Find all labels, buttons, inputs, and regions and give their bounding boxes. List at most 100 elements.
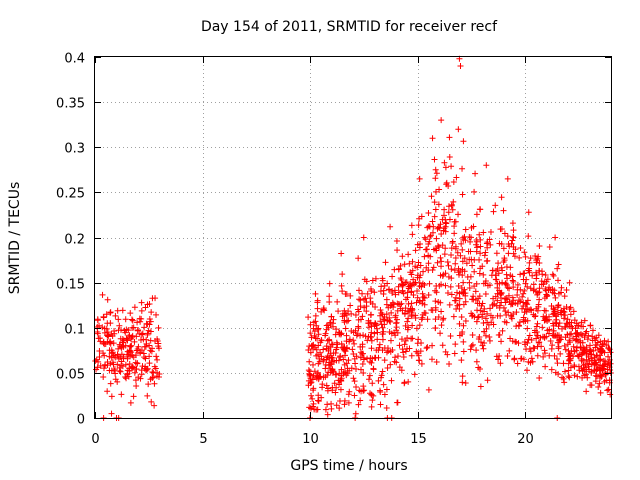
data-point — [506, 285, 513, 292]
data-point — [141, 324, 148, 331]
data-point — [94, 364, 101, 371]
data-point — [392, 354, 399, 361]
data-point — [338, 282, 345, 289]
data-point — [104, 296, 111, 303]
data-point — [134, 319, 141, 326]
data-point — [589, 327, 596, 334]
data-point — [388, 309, 395, 316]
data-point — [133, 347, 140, 354]
data-point — [477, 383, 484, 390]
data-point — [332, 389, 339, 396]
data-point — [529, 272, 536, 279]
data-point — [466, 279, 473, 286]
data-point — [581, 317, 588, 324]
data-point — [413, 325, 420, 332]
data-point — [346, 367, 353, 374]
data-point — [106, 347, 113, 354]
data-point — [476, 293, 483, 300]
data-point — [107, 320, 114, 327]
data-point — [352, 366, 359, 373]
data-point — [452, 260, 459, 267]
data-point — [326, 280, 333, 287]
data-point — [541, 347, 548, 354]
data-point — [371, 330, 378, 337]
data-point — [123, 326, 130, 333]
data-point — [307, 372, 314, 379]
data-point — [305, 314, 312, 321]
data-point — [492, 272, 499, 279]
data-point — [527, 285, 534, 292]
data-point — [359, 350, 366, 357]
data-point — [548, 366, 555, 373]
data-point — [416, 215, 423, 222]
data-point — [605, 353, 612, 360]
y-tick-label: 0.2 — [64, 233, 85, 248]
data-point — [417, 262, 424, 269]
data-point — [566, 374, 573, 381]
data-point — [553, 356, 560, 363]
data-point — [549, 271, 556, 278]
data-point — [453, 174, 460, 181]
data-point — [420, 268, 427, 275]
data-point — [107, 380, 114, 387]
data-point — [373, 347, 380, 354]
data-point — [480, 320, 487, 327]
data-point — [413, 299, 420, 306]
data-point — [461, 233, 468, 240]
data-point — [472, 170, 479, 177]
data-point — [379, 275, 386, 282]
data-point — [581, 346, 588, 353]
data-point — [481, 305, 488, 312]
data-point — [100, 340, 107, 347]
data-point — [523, 300, 530, 307]
data-point — [437, 272, 444, 279]
data-point — [571, 372, 578, 379]
data-point — [408, 300, 415, 307]
data-point — [463, 260, 470, 267]
data-point — [521, 270, 528, 277]
data-point — [315, 398, 322, 405]
data-point — [546, 244, 553, 251]
data-point — [445, 209, 452, 216]
data-point — [100, 365, 107, 372]
data-point — [386, 314, 393, 321]
data-point — [509, 277, 516, 284]
data-point — [414, 294, 421, 301]
data-point — [377, 401, 384, 408]
data-point — [418, 316, 425, 323]
data-point — [555, 261, 562, 268]
data-point — [578, 323, 585, 330]
data-point — [433, 235, 440, 242]
data-point — [380, 381, 387, 388]
data-point — [497, 290, 504, 297]
data-point — [523, 367, 530, 374]
data-point — [355, 308, 362, 315]
data-point — [94, 317, 101, 324]
data-point — [554, 360, 561, 367]
data-point — [96, 348, 103, 355]
data-point — [538, 343, 545, 350]
x-tick-label: 5 — [199, 432, 207, 447]
data-point — [382, 259, 389, 266]
data-point — [360, 370, 367, 377]
data-point — [563, 320, 570, 327]
data-point — [592, 378, 599, 385]
data-point — [326, 293, 333, 300]
data-point — [329, 369, 336, 376]
data-point — [525, 358, 532, 365]
data-point — [514, 291, 521, 298]
data-point — [565, 347, 572, 354]
data-point — [353, 383, 360, 390]
data-point — [446, 216, 453, 223]
data-point — [443, 220, 450, 227]
data-point — [134, 327, 141, 334]
data-point — [535, 253, 542, 260]
data-point — [111, 352, 118, 359]
data-point — [528, 336, 535, 343]
data-point — [442, 164, 449, 171]
data-point — [368, 391, 375, 398]
data-point — [432, 245, 439, 252]
data-point — [135, 343, 142, 350]
data-point — [425, 292, 432, 299]
data-point — [425, 260, 432, 267]
